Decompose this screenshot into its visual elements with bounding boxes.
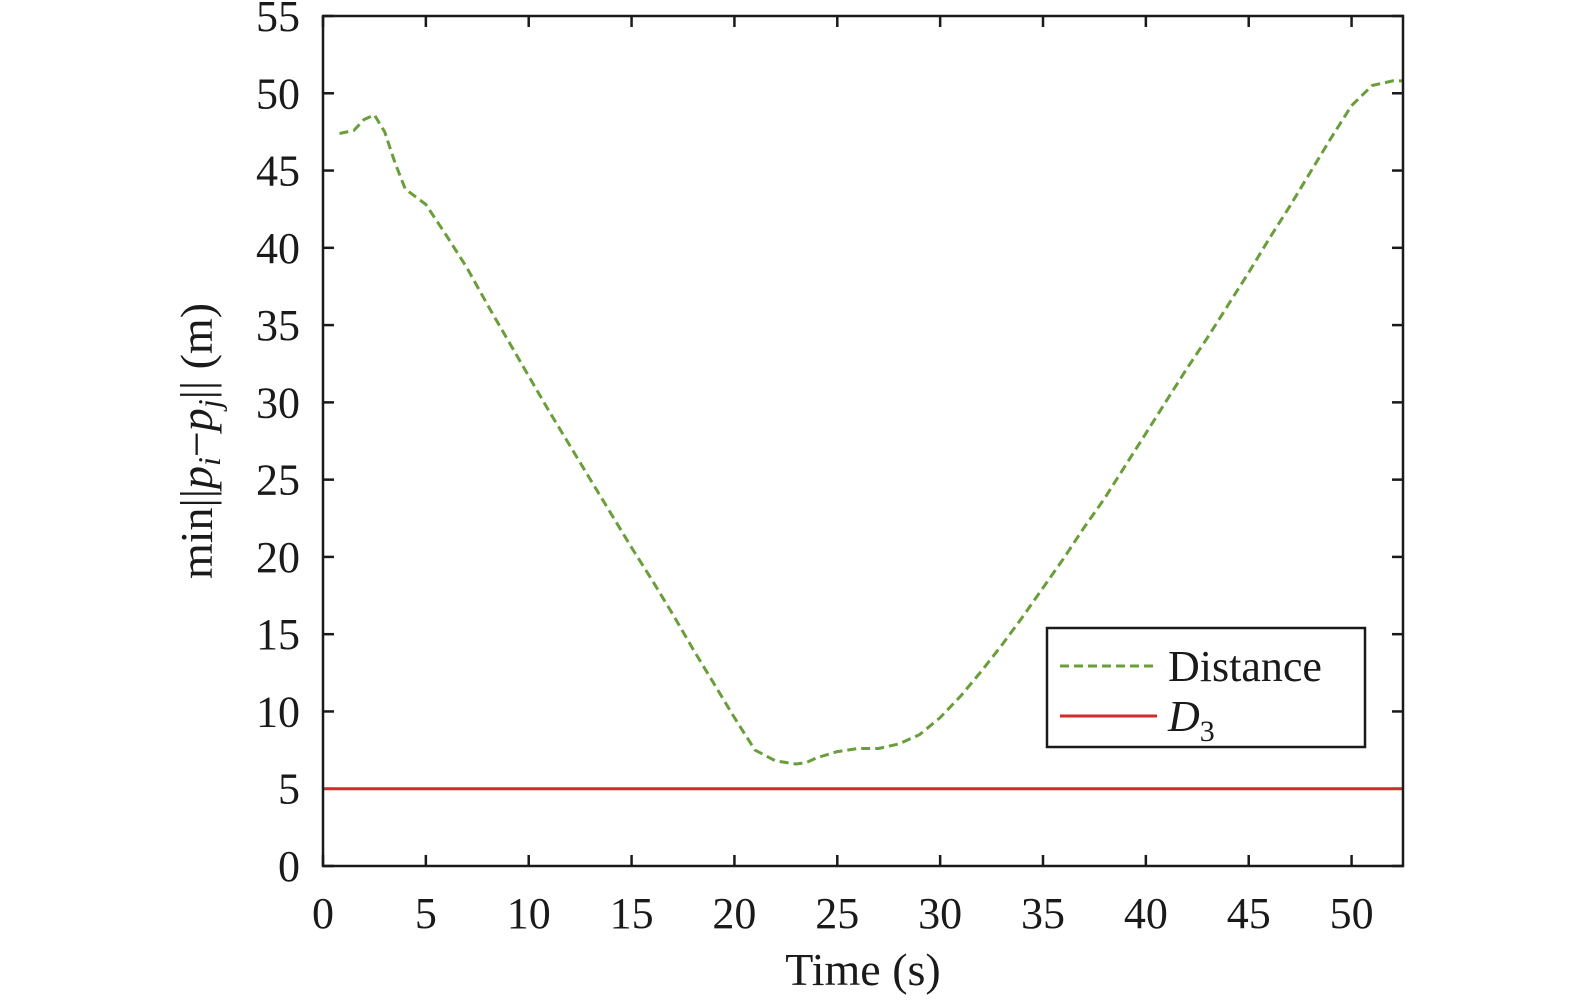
legend: Distance D3 — [1045, 626, 1367, 749]
legend-label-distance: Distance — [1168, 642, 1322, 691]
x-tick-label: 5 — [415, 889, 437, 938]
x-tick-labels: 0 5 10 15 20 25 30 35 40 45 50 — [312, 889, 1374, 938]
x-tick-label: 40 — [1124, 889, 1168, 938]
y-tick-labels: 0 5 10 15 20 25 30 35 40 45 50 55 — [256, 0, 300, 891]
y-tick-label: 35 — [256, 301, 300, 350]
y-tick-label: 40 — [256, 224, 300, 273]
x-tick-label: 0 — [312, 889, 334, 938]
y-axis-title: min||pi−pj|| (m) — [171, 303, 227, 579]
y-tick-label: 10 — [256, 687, 300, 736]
y-tick-label: 15 — [256, 610, 300, 659]
x-tick-label: 15 — [610, 889, 654, 938]
x-tick-label: 20 — [712, 889, 756, 938]
x-tick-label: 50 — [1330, 889, 1374, 938]
y-tick-label: 45 — [256, 147, 300, 196]
plot-frame — [321, 14, 1405, 868]
x-tick-label: 10 — [507, 889, 551, 938]
x-axis-title: Time (s) — [785, 944, 941, 995]
y-tick-label: 20 — [256, 533, 300, 582]
x-tick-label: 30 — [918, 889, 962, 938]
series-distance-line — [339, 79, 1403, 766]
y-tick-label: 30 — [256, 378, 300, 427]
series-layer — [323, 79, 1403, 791]
x-tick-label: 35 — [1021, 889, 1065, 938]
y-tick-label: 55 — [256, 0, 300, 41]
y-tick-label: 5 — [278, 765, 300, 814]
y-tick-label: 50 — [256, 69, 300, 118]
y-tick-label: 0 — [278, 842, 300, 891]
y-tick-label: 25 — [256, 456, 300, 505]
x-tick-label: 45 — [1227, 889, 1271, 938]
legend-box — [1045, 626, 1367, 749]
x-tick-label: 25 — [815, 889, 859, 938]
legend-label-d3: D3 — [1167, 692, 1215, 748]
